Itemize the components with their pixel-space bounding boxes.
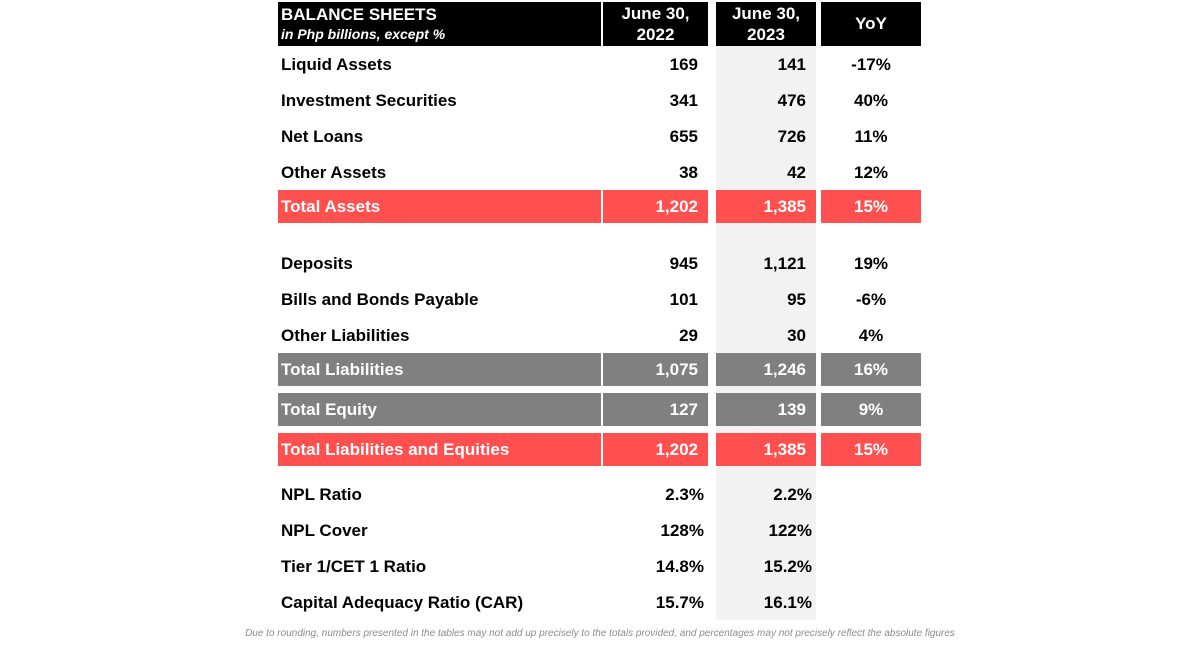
ratio-value-2022: 128% xyxy=(660,521,704,540)
row-value-2023: 726 xyxy=(777,127,806,146)
row-label: Total Equity xyxy=(278,393,601,426)
ratio-label: NPL Ratio xyxy=(281,485,362,504)
row-value-2022: 341 xyxy=(669,91,698,110)
ratio-value-2022: 14.8% xyxy=(655,557,704,576)
ratio-value-2022: 2.3% xyxy=(665,485,704,504)
row-label: Bills and Bonds Payable xyxy=(281,290,479,309)
ratio-value-2022: 15.7% xyxy=(655,593,704,612)
table-subtitle: in Php billions, except % xyxy=(281,26,446,42)
row-value-yoy: 11% xyxy=(854,127,888,146)
ratio-value-2023: 2.2% xyxy=(773,485,812,504)
row-value-2023: 30 xyxy=(787,326,806,345)
column-header-yoy: YoY xyxy=(821,2,921,46)
column-header-2023: June 30, 2023 xyxy=(716,2,816,46)
row-value-2022: 1,075 xyxy=(603,353,708,386)
ratio-label: Tier 1/CET 1 Ratio xyxy=(281,557,427,576)
row-value-2022: 1,202 xyxy=(603,433,708,466)
footnote: Due to rounding, numbers presented in th… xyxy=(245,628,955,639)
ratio-value-2023: 15.2% xyxy=(763,557,812,576)
row-value-yoy: -6% xyxy=(855,290,887,309)
row-label: Investment Securities xyxy=(281,91,457,110)
row-value-yoy: 40% xyxy=(853,91,889,110)
row-label: Liquid Assets xyxy=(281,55,392,74)
row-value-2023: 141 xyxy=(777,55,806,74)
row-value-2022: 655 xyxy=(669,127,698,146)
row-value-2022: 169 xyxy=(669,55,698,74)
row-label: Net Loans xyxy=(281,127,364,146)
row-value-2022: 945 xyxy=(669,254,698,273)
row-value-yoy: 19% xyxy=(853,254,889,273)
row-value-2023: 95 xyxy=(787,290,806,309)
row-value-yoy: -17% xyxy=(851,55,891,74)
row-value-2023: 1,385 xyxy=(716,190,816,223)
row-value-2023: 1,246 xyxy=(716,353,816,386)
row-label: Total Assets xyxy=(278,190,601,223)
row-label: Total Liabilities and Equities xyxy=(278,433,601,466)
row-value-yoy: 4% xyxy=(858,326,884,345)
row-value-2023: 42 xyxy=(787,163,806,182)
row-value-2023: 139 xyxy=(716,393,816,426)
row-label: Other Liabilities xyxy=(281,326,410,345)
row-value-2022: 29 xyxy=(679,326,698,345)
row-value-2023: 1,385 xyxy=(716,433,816,466)
column-2023-shading xyxy=(716,46,816,620)
row-value-2022: 101 xyxy=(669,290,698,309)
row-value-2023: 476 xyxy=(777,91,806,110)
ratio-label: NPL Cover xyxy=(281,521,368,540)
ratio-value-2023: 122% xyxy=(768,521,812,540)
row-value-yoy: 16% xyxy=(821,353,921,386)
row-value-2022: 1,202 xyxy=(603,190,708,223)
row-value-yoy: 12% xyxy=(853,163,889,182)
ratio-label: Capital Adequacy Ratio (CAR) xyxy=(281,593,524,612)
ratio-value-2023: 16.1% xyxy=(763,593,812,612)
row-value-yoy: 15% xyxy=(821,433,921,466)
row-value-yoy: 15% xyxy=(821,190,921,223)
table-title: BALANCE SHEETS xyxy=(281,5,437,24)
column-header-2022: June 30, 2022 xyxy=(603,2,708,46)
row-value-2022: 127 xyxy=(603,393,708,426)
row-value-2022: 38 xyxy=(679,163,698,182)
row-value-2023: 1,121 xyxy=(763,254,806,273)
table-header-title: BALANCE SHEETS in Php billions, except % xyxy=(278,2,601,46)
row-label: Total Liabilities xyxy=(278,353,601,386)
row-label: Deposits xyxy=(281,254,353,273)
row-value-yoy: 9% xyxy=(821,393,921,426)
row-label: Other Assets xyxy=(281,163,387,182)
